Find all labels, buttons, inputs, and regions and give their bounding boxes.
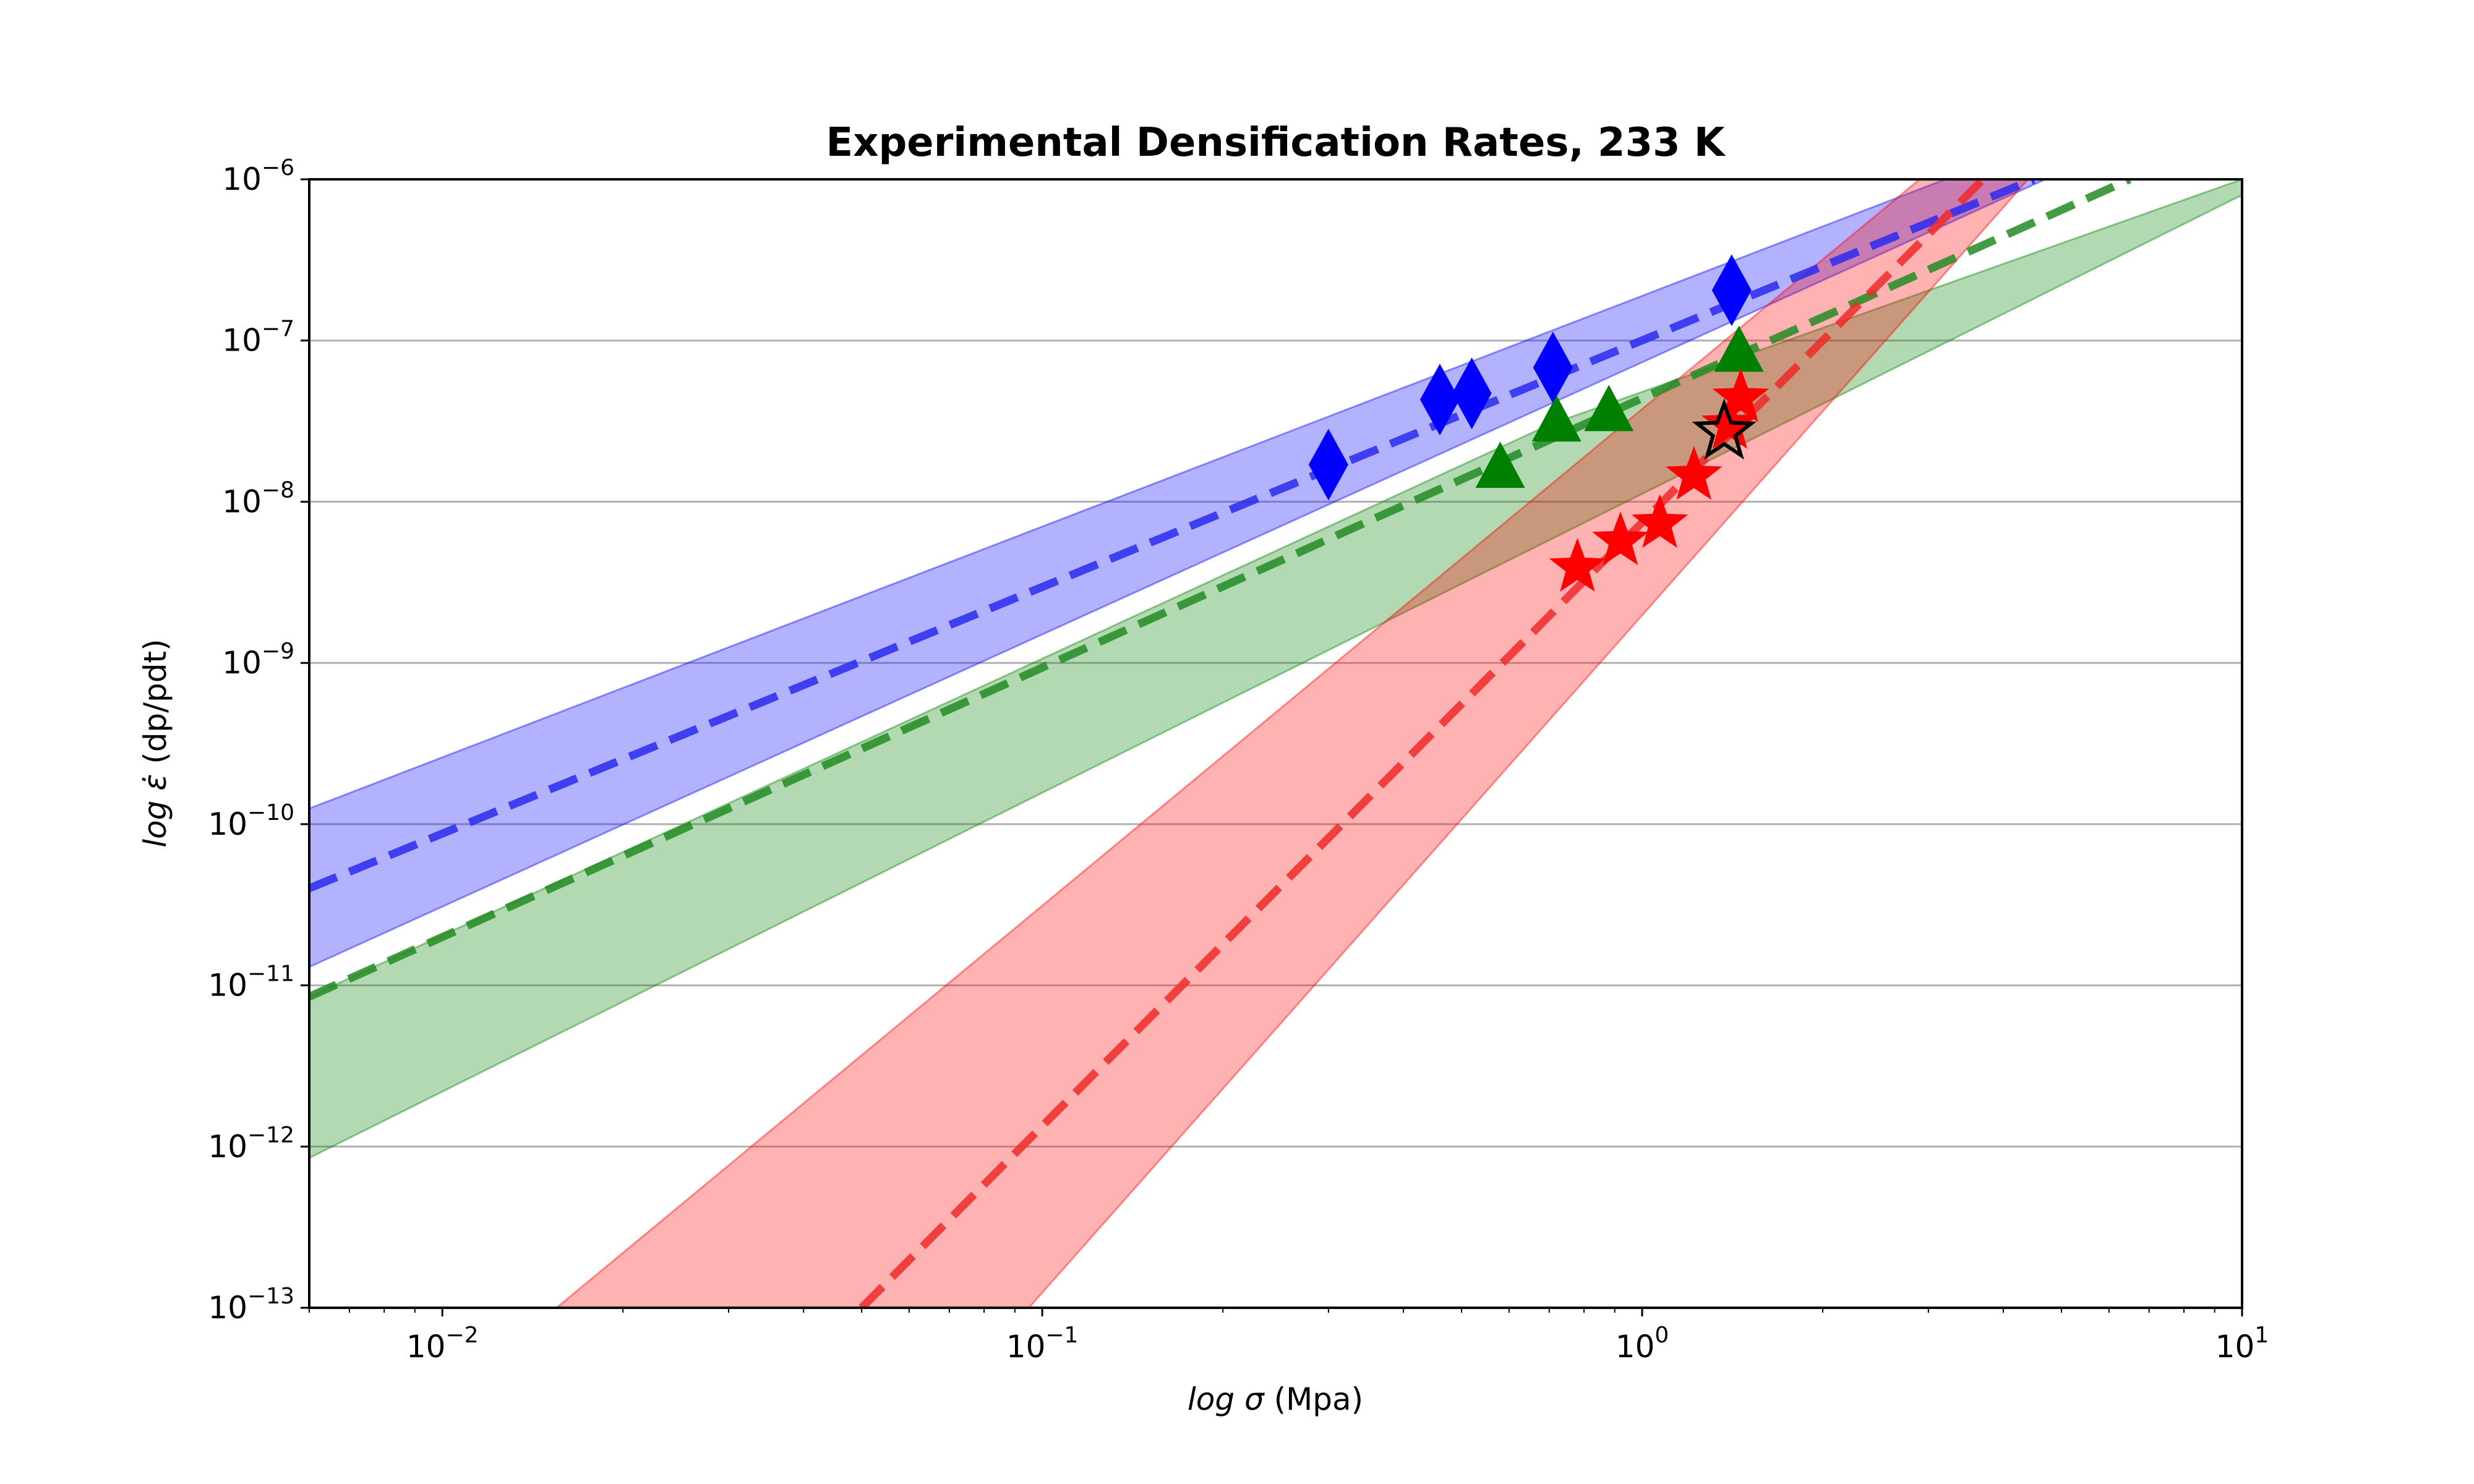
star-marker	[1712, 368, 1770, 422]
x-tick-exponent: −2	[445, 1323, 478, 1348]
y-tick-exponent: −8	[262, 477, 294, 503]
y-tick-base: 10	[208, 1128, 247, 1164]
x-tick-exponent: 0	[1654, 1323, 1669, 1348]
y-tick-exponent: −7	[262, 317, 294, 342]
triangle-marker	[1475, 441, 1525, 488]
triangle-marker	[1584, 385, 1634, 432]
y-tick-base: 10	[208, 806, 247, 842]
plot-frame	[308, 178, 2243, 1309]
star-marker	[1549, 538, 1606, 592]
diamond-marker	[1308, 429, 1348, 501]
diamond-marker	[1711, 254, 1752, 326]
x-axis-label-suffix: (Mpa)	[1264, 1381, 1363, 1417]
y-tick-label: 10−12	[208, 1122, 294, 1164]
y-tick-base: 10	[222, 161, 262, 197]
y-tick-exponent: −9	[262, 639, 294, 664]
y-axis-label-symbol: ε̇	[137, 774, 173, 791]
y-axis-label-prefix: log	[137, 791, 173, 848]
star-outline-marker	[1692, 398, 1757, 460]
y-tick-label: 10−11	[208, 962, 294, 1004]
confidence-bands	[309, 179, 2242, 1308]
confidence-band-1	[309, 179, 2242, 1159]
y-tick-label: 10−6	[222, 155, 294, 197]
diamond-marker	[1533, 331, 1573, 404]
x-axis-label-symbol: σ	[1244, 1381, 1265, 1417]
y-tick-label: 10−8	[222, 477, 294, 519]
y-tick-label: 10−13	[208, 1284, 294, 1326]
fit-line-1	[309, 179, 2132, 1000]
star-marker	[1666, 446, 1723, 500]
confidence-band-2	[555, 179, 2030, 1308]
grid	[309, 339, 2242, 1148]
star-marker	[1631, 494, 1689, 548]
x-tick-base: 10	[2215, 1329, 2255, 1365]
x-axis-label: log σ (Mpa)	[1188, 1381, 1363, 1417]
y-tick-label: 10−9	[222, 639, 294, 681]
y-tick-label: 10−10	[208, 800, 294, 842]
chart-title: Experimental Densification Rates, 233 K	[826, 120, 1726, 166]
y-tick-base: 10	[222, 645, 262, 681]
fit-lines	[309, 179, 2132, 1308]
y-tick-exponent: −12	[247, 1122, 294, 1148]
diamond-marker	[1419, 364, 1460, 436]
fit-line-0	[309, 179, 2036, 892]
y-tick-base: 10	[208, 1290, 247, 1326]
x-axis-label-prefix: log	[1188, 1381, 1244, 1417]
confidence-band-0	[309, 179, 2046, 968]
x-tick-base: 10	[1006, 1329, 1046, 1365]
x-tick-exponent: −1	[1045, 1323, 1078, 1348]
data-points	[1308, 254, 1770, 592]
triangle-marker	[1714, 325, 1764, 372]
x-tick-label: 101	[2215, 1323, 2269, 1365]
y-tick-label: 10−7	[222, 317, 294, 359]
x-tick-label: 10−2	[406, 1323, 479, 1365]
y-tick-exponent: −11	[247, 962, 294, 987]
y-tick-exponent: −13	[247, 1284, 294, 1309]
y-tick-base: 10	[222, 323, 262, 359]
y-axis-label: log ε̇ (dp/pdt)	[137, 639, 173, 847]
x-tick-label: 10−1	[1006, 1323, 1079, 1365]
y-tick-base: 10	[208, 968, 247, 1004]
x-tick-base: 10	[406, 1329, 446, 1365]
star-marker	[1592, 511, 1649, 565]
y-tick-base: 10	[222, 484, 262, 519]
y-axis-label-suffix: (dp/pdt)	[137, 639, 173, 774]
y-tick-exponent: −6	[262, 155, 294, 181]
x-tick-exponent: 1	[2254, 1323, 2269, 1348]
x-tick-base: 10	[1616, 1329, 1655, 1365]
y-tick-exponent: −10	[247, 800, 294, 825]
x-axis: 10−2 10−1 100 101	[309, 1308, 2269, 1365]
triangle-marker	[1531, 395, 1582, 442]
x-tick-label: 100	[1616, 1323, 1669, 1365]
diamond-marker	[1452, 357, 1492, 430]
fit-line-2	[858, 179, 1986, 1308]
